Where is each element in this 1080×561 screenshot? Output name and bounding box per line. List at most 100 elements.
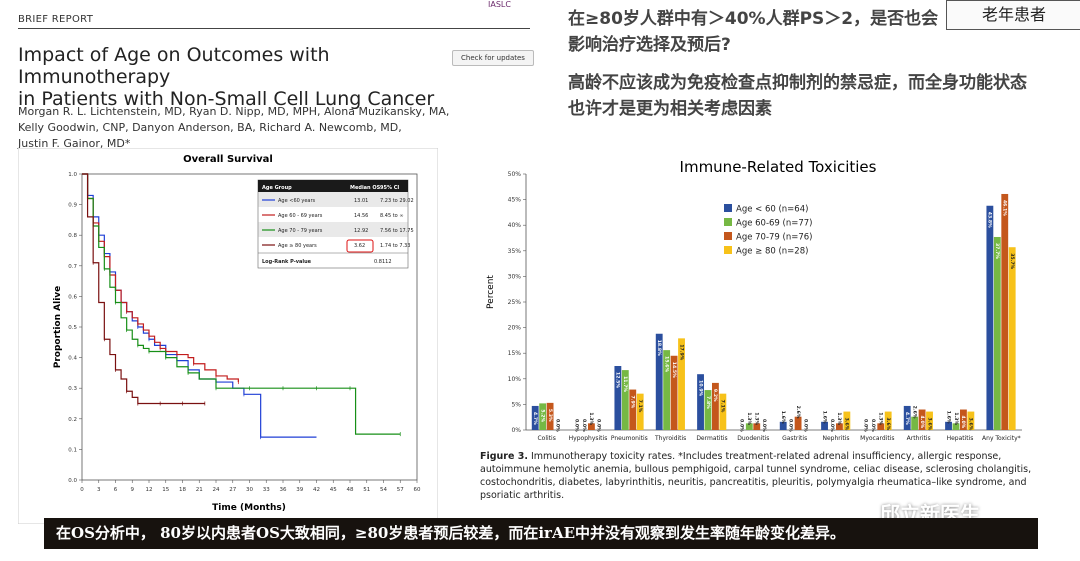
irae-bar-label: 1.6% bbox=[780, 411, 786, 424]
os-y-axis-label: Proportion Alive bbox=[53, 286, 63, 369]
os-x-tick-label: 21 bbox=[196, 487, 203, 493]
os-table-ci: 8.45 to ∞ bbox=[380, 213, 404, 219]
irae-bar bbox=[636, 393, 644, 430]
os-table-header: Median OS bbox=[350, 185, 381, 191]
irae-bar bbox=[836, 423, 843, 430]
irae-bar-label: 1.3% bbox=[953, 412, 959, 425]
irae-bar bbox=[531, 405, 539, 430]
irae-bar bbox=[678, 338, 685, 430]
irae-bar-label: 37.7% bbox=[994, 243, 1000, 259]
os-y-tick-label: 0.7 bbox=[68, 264, 77, 270]
irae-category-label: Myocarditis bbox=[860, 435, 894, 442]
check-for-updates-button[interactable]: Check for updates bbox=[452, 50, 534, 66]
author-list: Morgan R. L. Lichtenstein, MD, Ryan D. N… bbox=[18, 104, 498, 152]
irae-bar-label: 3.6% bbox=[968, 418, 974, 431]
os-table-median: 14.56 bbox=[354, 213, 368, 219]
authors-line3: Justin F. Gainor, MD* bbox=[18, 137, 131, 150]
irae-bar-label: 10.9% bbox=[697, 380, 703, 396]
os-table-highlight bbox=[346, 239, 374, 253]
irae-y-axis-label: Percent bbox=[486, 275, 496, 309]
irae-legend-swatch bbox=[724, 204, 732, 212]
bottom-banner-text: 在OS分析中， 80岁以内患者OS大致相同，≥80岁患者预后较差，而在irAE中… bbox=[56, 524, 846, 542]
irae-bar-label: 7.9% bbox=[630, 396, 636, 409]
os-x-axis-label: Time (Months) bbox=[212, 503, 286, 513]
irae-legend: Age < 60 (n=64) Age 60-69 (n=77) Age 70-79… bbox=[724, 204, 813, 257]
figure-caption-text: Immunotherapy toxicity rates. *Includes … bbox=[480, 451, 1032, 501]
irae-bar bbox=[794, 416, 802, 430]
os-x-tick-label: 57 bbox=[397, 487, 404, 493]
irae-bar bbox=[884, 411, 892, 430]
os-x-tick-label: 0 bbox=[80, 487, 84, 493]
irae-bar-label: 5.3% bbox=[547, 409, 553, 422]
os-y-tick-label: 0.2 bbox=[68, 417, 77, 423]
header-divider bbox=[18, 28, 530, 29]
irae-bar-label: 2.6% bbox=[911, 406, 917, 419]
os-curve-2 bbox=[82, 173, 239, 383]
irae-y-tick-label: 10% bbox=[508, 376, 522, 383]
topic-tag: 老年患者 bbox=[946, 0, 1080, 30]
slide-answer: 高龄不应该成为免疫检查点抑制剂的禁忌症，而全身功能状态也许才是更为相关考虑因素 bbox=[568, 73, 1027, 119]
os-table-median: 12.92 bbox=[354, 228, 368, 234]
irae-bar bbox=[663, 350, 671, 430]
bottom-banner bbox=[44, 518, 1038, 549]
irae-y-tick-label: 35% bbox=[508, 248, 522, 255]
irae-y-tick-label: 40% bbox=[508, 222, 522, 229]
irae-bar bbox=[986, 205, 994, 430]
irae-bar-label: 1.6% bbox=[821, 411, 827, 424]
irae-bar-label: 0.0% bbox=[802, 419, 808, 432]
os-y-tick-label: 0.9 bbox=[68, 203, 77, 209]
irae-bar-label: 14.5% bbox=[671, 362, 677, 378]
irae-bar bbox=[712, 382, 719, 430]
os-x-tick-label: 6 bbox=[114, 487, 118, 493]
irae-bar bbox=[926, 411, 933, 430]
irae-bar-label: 7.8% bbox=[705, 396, 711, 409]
irae-bar bbox=[745, 423, 753, 430]
os-x-tick-label: 51 bbox=[363, 487, 370, 493]
paper-title-line2: in Patients with Non-Small Cell Lung Can… bbox=[18, 88, 435, 110]
os-x-tick-label: 30 bbox=[246, 487, 253, 493]
irae-bar-label: 7.1% bbox=[637, 400, 643, 413]
irae-bar bbox=[614, 366, 622, 430]
irae-y-tick-label: 25% bbox=[508, 299, 522, 306]
os-table-ci: 7.23 to 29.02 bbox=[380, 198, 414, 204]
irae-legend-swatch bbox=[724, 218, 732, 226]
irae-bar bbox=[629, 389, 637, 430]
os-y-tick-label: 0.3 bbox=[68, 386, 77, 392]
irae-axes: 0% 5% 10% 15% 20% 25% 30% 35% 40% 45% 50% bbox=[508, 171, 1022, 434]
irae-category-label: Colitis bbox=[537, 435, 555, 442]
irae-bar bbox=[911, 416, 919, 430]
irae-legend-label: Age ≥ 80 (n=28) bbox=[736, 247, 808, 257]
os-x-tick-label: 12 bbox=[146, 487, 153, 493]
irae-bar-label: 4.7% bbox=[904, 412, 910, 425]
journal-logo: IASLC bbox=[488, 0, 511, 9]
wechat-icon bbox=[852, 500, 874, 519]
os-y-tick-label: 0.8 bbox=[68, 233, 77, 239]
median-os-table: Age Group Median OS 95% CI Age <60 years 13.… bbox=[257, 179, 414, 269]
irae-bar-label: 0.0% bbox=[787, 419, 793, 432]
os-table-row-bg bbox=[258, 222, 408, 237]
irae-bar bbox=[877, 423, 885, 430]
irae-bar-label: 1.6% bbox=[945, 411, 951, 424]
irae-bar bbox=[843, 411, 851, 430]
os-y-tick-label: 0.5 bbox=[68, 325, 77, 331]
irae-bar bbox=[655, 333, 663, 430]
irae-bar bbox=[1001, 193, 1009, 430]
os-x-tick-label: 36 bbox=[280, 487, 287, 493]
irae-bar-label: 1.3% bbox=[878, 412, 884, 425]
os-y-tick-label: 0.0 bbox=[68, 478, 77, 484]
irae-bar bbox=[903, 405, 911, 430]
irae-category-label: Dermatitis bbox=[696, 435, 727, 442]
immune-toxicities-chart: Immune-Related Toxicities 0% 5% 10% 15% 20% 2… bbox=[478, 152, 1030, 442]
irae-bar-label: 1.3% bbox=[754, 412, 760, 425]
os-x-tick-label: 33 bbox=[263, 487, 270, 493]
irae-y-tick-label: 50% bbox=[508, 171, 522, 178]
irae-category-label: Pneumonitis bbox=[611, 435, 648, 442]
os-y-tick-label: 0.4 bbox=[68, 356, 77, 362]
irae-bar-label: 46.1% bbox=[1002, 200, 1008, 216]
os-table-group: Age <60 years bbox=[278, 198, 316, 204]
os-survival-curves bbox=[82, 173, 401, 440]
os-table-group: Age 60 - 69 years bbox=[278, 213, 323, 219]
irae-bar bbox=[697, 374, 704, 430]
os-table-ci: 7.56 to 17.75 bbox=[380, 228, 414, 234]
